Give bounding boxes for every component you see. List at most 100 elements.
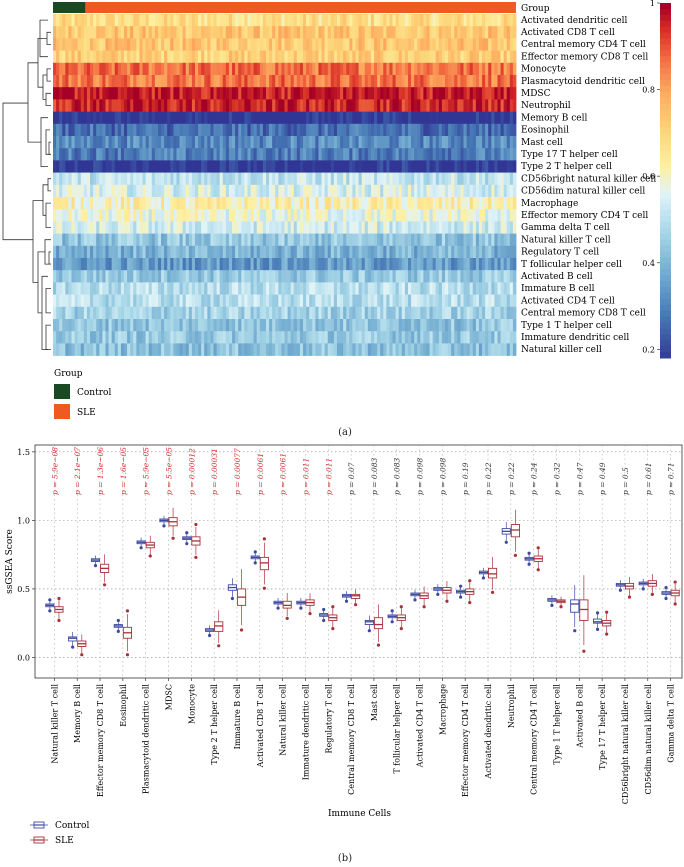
heatmap-cell: [472, 233, 477, 247]
heatmap-cell: [494, 62, 498, 76]
x-tick-label: Immature B cell: [233, 684, 242, 750]
heatmap-cell: [441, 233, 446, 247]
heatmap-cell: [503, 197, 508, 210]
heatmap-cell: [321, 148, 326, 161]
heatmap-cell: [482, 172, 486, 186]
heatmap-cell: [86, 270, 91, 283]
heatmap-cell: [327, 258, 332, 271]
heatmap-cell: [340, 87, 344, 100]
heatmap-cell: [482, 282, 486, 295]
heatmap-cell: [318, 111, 322, 125]
heatmap-cell: [130, 221, 134, 234]
heatmap-cell: [429, 136, 434, 149]
heatmap-cell: [210, 160, 214, 173]
heatmap-cell: [349, 245, 353, 259]
heatmap-cell: [167, 197, 171, 210]
heatmap-cell: [333, 123, 338, 137]
p-value-label: p = 0.011: [301, 458, 310, 495]
heatmap-cell: [296, 148, 301, 161]
heatmap-cell: [358, 209, 363, 222]
heatmap-cell: [65, 343, 69, 356]
heatmap-cell: [74, 99, 79, 112]
heatmap-cell: [293, 270, 298, 283]
heatmap-cell: [157, 184, 162, 198]
heatmap-cell: [284, 258, 288, 271]
heatmap-cell: [355, 306, 359, 320]
heatmap-cell: [299, 62, 304, 76]
outlier-point: [595, 611, 600, 615]
heatmap-cell: [114, 123, 119, 137]
heatmap-cell: [330, 62, 335, 76]
heatmap-cell: [139, 209, 143, 222]
heatmap-cell: [426, 294, 430, 308]
heatmap-cell: [188, 306, 193, 320]
heatmap-cell: [383, 26, 387, 39]
heatmap-cell: [370, 75, 375, 88]
heatmap-cell: [497, 245, 501, 259]
heatmap-cell: [179, 111, 184, 125]
heatmap-cell: [105, 245, 109, 259]
heatmap-cell: [194, 221, 199, 234]
heatmap-cell: [423, 38, 427, 51]
heatmap-cell: [309, 75, 313, 88]
heatmap-cell: [259, 172, 264, 186]
heatmap-cell: [478, 245, 483, 259]
heatmap-cell: [222, 123, 227, 137]
heatmap-cell: [241, 62, 245, 76]
heatmap-cell: [194, 136, 199, 149]
heatmap-cell: [411, 245, 415, 259]
heatmap-cell: [469, 270, 474, 283]
heatmap-cell: [130, 294, 134, 308]
heatmap-cell: [432, 184, 437, 198]
heatmap-cell: [377, 184, 381, 198]
heatmap-cell: [324, 87, 329, 100]
heatmap-cell: [269, 172, 273, 186]
heatmap-cell: [182, 331, 187, 344]
heatmap-cell: [56, 221, 60, 234]
heatmap-cell: [333, 38, 338, 51]
box: [351, 593, 361, 599]
heatmap-cell: [157, 136, 162, 149]
heatmap-cell: [466, 270, 471, 283]
heatmap-cell: [62, 209, 66, 222]
heatmap-cell: [423, 258, 427, 271]
heatmap-cell: [235, 148, 239, 161]
heatmap-cell: [74, 306, 79, 320]
heatmap-cell: [139, 258, 143, 271]
heatmap-cell: [176, 184, 180, 198]
heatmap-cell: [395, 209, 400, 222]
heatmap-cell: [93, 50, 97, 64]
heatmap-cell: [466, 319, 471, 332]
heatmap-cell: [309, 331, 313, 344]
heatmap-cell: [466, 221, 471, 234]
heatmap-cell: [127, 221, 131, 234]
heatmap-cell: [250, 245, 255, 259]
heatmap-cell: [151, 148, 156, 161]
heatmap-cell: [151, 331, 156, 344]
outlier-point: [390, 609, 394, 613]
heatmap-cell: [93, 197, 97, 210]
heatmap-cell: [367, 123, 372, 137]
heatmap-cell: [451, 319, 455, 332]
heatmap-cell: [194, 233, 199, 247]
heatmap-cell: [96, 99, 100, 112]
heatmap-cell: [361, 209, 366, 222]
heatmap-cell: [182, 233, 187, 247]
heatmap-cell: [352, 160, 356, 173]
heatmap-cell: [445, 270, 449, 283]
heatmap-cell: [210, 343, 214, 356]
heatmap-cell: [426, 331, 430, 344]
heatmap-cell: [210, 123, 214, 137]
heatmap-cell: [191, 221, 196, 234]
colorbar-segment: [660, 204, 671, 211]
heatmap-cell: [478, 14, 483, 27]
heatmap-cell: [303, 197, 307, 210]
heatmap-cell: [201, 209, 205, 222]
heatmap-cell: [275, 294, 279, 308]
colorbar-segment: [660, 50, 671, 57]
heatmap-cell: [123, 209, 128, 222]
heatmap-cell: [265, 294, 270, 308]
heatmap-cell: [472, 221, 477, 234]
heatmap-cell: [59, 258, 63, 271]
heatmap-cell: [182, 197, 187, 210]
